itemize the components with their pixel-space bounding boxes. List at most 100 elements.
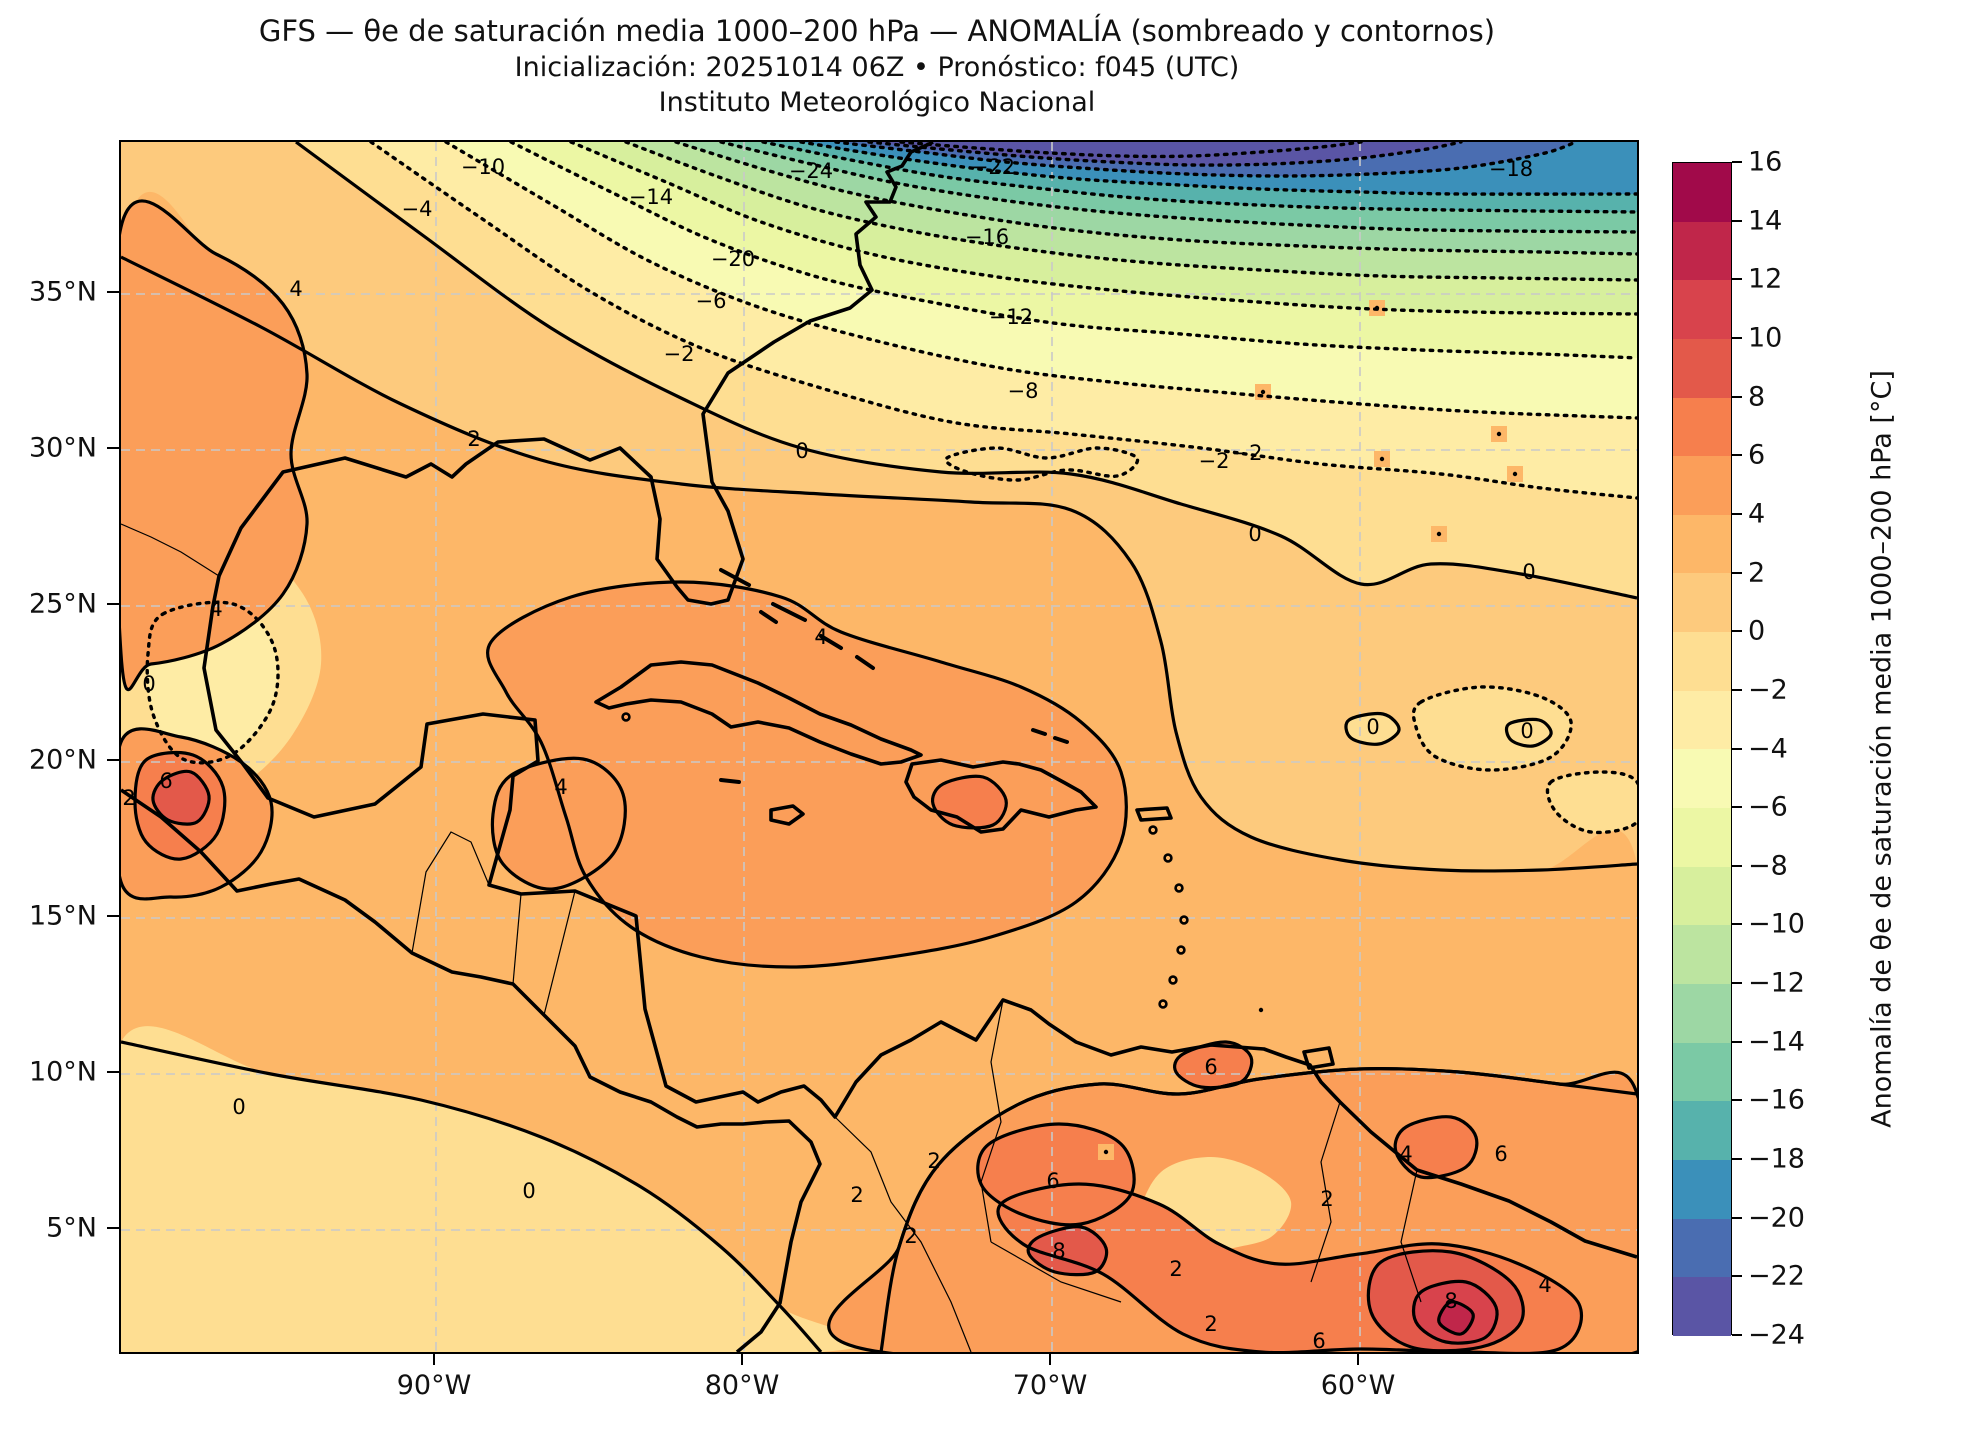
shaded-region: [1547, 772, 1637, 833]
colorbar-tickmark: [1732, 336, 1742, 339]
contour-loop: [121, 727, 274, 901]
colorbar-cell: [1673, 1277, 1731, 1336]
contour-line--4: [444, 142, 1637, 420]
shaded-region: [1395, 1116, 1477, 1178]
shaded-region: [1028, 1226, 1107, 1275]
colorbar-tickmark: [1732, 864, 1742, 867]
contour-label: 4: [289, 277, 302, 301]
coastline: [217, 142, 934, 606]
colorbar-tickmark: [1732, 161, 1742, 163]
y-tick-label: 30°N: [28, 432, 97, 464]
contour-label: −6: [696, 289, 727, 313]
x-tickmark: [1357, 1353, 1360, 1365]
contour-loop: [486, 580, 1128, 969]
colorbar-axis-label: Anomalía de θe de saturación media 1000–…: [1866, 369, 1898, 1128]
colorbar-cell: [1673, 221, 1731, 281]
contour-label: 0: [795, 439, 808, 463]
island-dash: [819, 634, 843, 650]
country-border: [121, 523, 220, 577]
contour-loop: [1411, 685, 1573, 772]
coastline: [1302, 1046, 1335, 1070]
country-border: [1310, 1101, 1341, 1283]
chart-subtitle: Inicialización: 20251014 06Z • Pronóstic…: [514, 52, 1240, 84]
contour-label: 2: [467, 427, 480, 451]
island-dot: [1158, 999, 1168, 1009]
contour-label: 0: [1520, 719, 1533, 743]
contour-line-solid: [121, 255, 1637, 873]
contour-label: 2: [1320, 1187, 1333, 1211]
contour-label: 4: [1399, 1142, 1412, 1166]
contour-loop: [151, 769, 211, 826]
colorbar-cell: [1673, 514, 1731, 574]
contour-label: 2: [122, 786, 135, 810]
colorbar-tick-label: 14: [1748, 205, 1783, 237]
contour-line--20: [834, 142, 1578, 178]
contour-loop: [1411, 1279, 1499, 1345]
island-dash: [771, 602, 807, 622]
colorbar-tickmark: [1732, 1216, 1742, 1219]
colorbar-tick-label: −14: [1748, 1026, 1805, 1058]
colorbar-cell: [1673, 163, 1731, 222]
shaded-region: [121, 200, 308, 690]
colorbar-tickmark: [1732, 512, 1742, 515]
shaded-region: [977, 1124, 1135, 1225]
colorbar-tickmark: [1732, 982, 1742, 985]
shaded-region: [152, 771, 210, 825]
shaded-region: [1413, 686, 1572, 770]
colorbar-tickmark: [1732, 688, 1742, 691]
contour-label: −22: [971, 155, 1015, 179]
contour-loop: [1366, 1249, 1525, 1352]
contour-loop: [996, 1182, 1584, 1352]
island-dot: [1168, 975, 1178, 985]
coastline: [202, 575, 1637, 1259]
contour-loop: [1026, 1225, 1109, 1277]
contour-line--12: [674, 142, 1637, 256]
y-tick-label: 5°N: [46, 1212, 97, 1244]
colorbar-cell: [1673, 1159, 1731, 1219]
colorbar-tickmark: [1732, 747, 1742, 750]
island-dash: [759, 610, 778, 624]
contour-label: 0: [1522, 560, 1535, 584]
shaded-region: [121, 1026, 865, 1352]
contour-label: 4: [814, 625, 827, 649]
colorbar-tick-label: −6: [1748, 791, 1788, 823]
contour-label: 6: [1312, 1329, 1325, 1352]
colorbar-tickmark: [1732, 1334, 1742, 1336]
contour-line-solid: [121, 1040, 823, 1352]
contour-label: 0: [522, 1179, 535, 1203]
contour-loop: [121, 199, 309, 692]
colorbar-tick-label: −20: [1748, 1202, 1805, 1234]
tiny-contour-dot: [1258, 1007, 1264, 1013]
colorbar-tick-label: −8: [1748, 850, 1788, 882]
colorbar-tickmark: [1732, 1158, 1742, 1161]
contour-line--24: [899, 142, 1363, 159]
chart-attribution: Instituto Meteorológico Nacional: [658, 87, 1096, 119]
colorbar-tick-label: −18: [1748, 1143, 1805, 1175]
coastline: [904, 758, 1098, 834]
map-layers: −24 −22−20−18−16−14−12−10−8−6−4−2−2 −20000…: [121, 142, 1637, 1352]
colorbar-cell: [1673, 808, 1731, 867]
contour-line--10: [624, 142, 1637, 282]
contour-label: −2: [1199, 449, 1230, 473]
contour-label: 4: [209, 597, 222, 621]
colorbar-tickmark: [1732, 278, 1742, 281]
colorbar-tickmark: [1732, 454, 1742, 457]
colorbar-tickmark: [1732, 395, 1742, 398]
island-dot: [621, 712, 631, 722]
contour-loop: [1504, 717, 1553, 748]
colorbar-tickmark: [1732, 571, 1742, 574]
contour-label: 6: [1494, 1142, 1507, 1166]
y-tickmark: [107, 291, 119, 294]
island-dash: [1031, 728, 1047, 736]
contour-label: −12: [989, 305, 1033, 329]
colorbar-tick-label: −4: [1748, 733, 1788, 764]
island-dash: [719, 568, 751, 587]
contour-loop: [1344, 712, 1401, 746]
y-tickmark: [107, 447, 119, 450]
country-border: [834, 1116, 972, 1352]
contour-label: 2: [927, 1149, 940, 1173]
island-dash: [719, 778, 741, 784]
country-border: [1400, 1169, 1422, 1303]
x-tickmark: [433, 1353, 436, 1365]
